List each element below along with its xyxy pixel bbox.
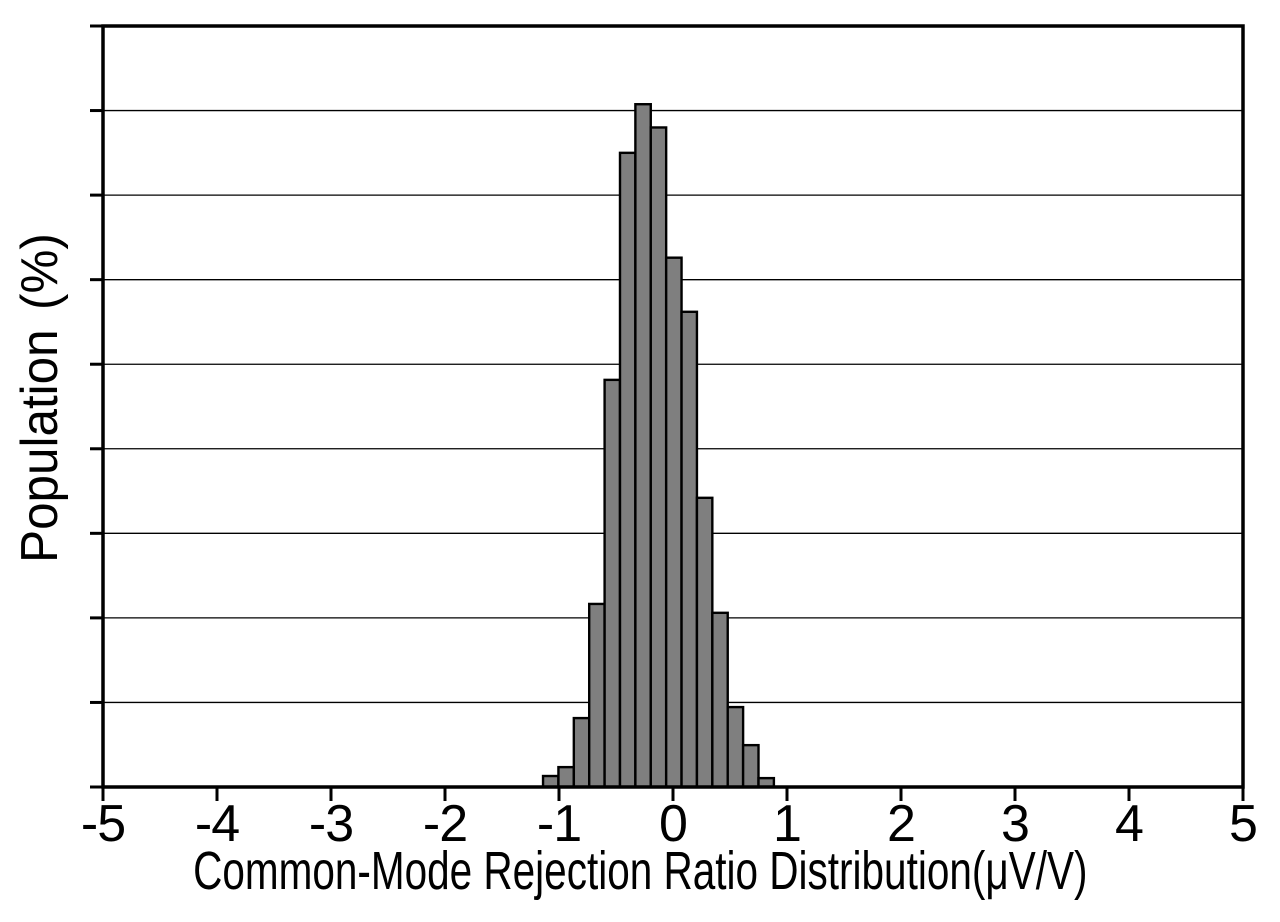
histogram-bar <box>711 611 729 789</box>
histogram-bar <box>634 103 652 789</box>
histogram-bar <box>572 716 591 789</box>
histogram-bar <box>680 310 699 789</box>
histogram-bar <box>603 378 622 789</box>
histogram-bar <box>588 602 606 789</box>
x-tick-label: -1 <box>536 795 582 853</box>
x-tick-label: -3 <box>308 795 354 853</box>
x-tick-label: 5 <box>1229 795 1258 853</box>
y-axis-ticks <box>90 24 103 789</box>
y-axis-title: Population (%) <box>11 233 69 563</box>
x-tick-label: -5 <box>80 795 126 853</box>
x-axis-title: Common-Mode Rejection Ratio Distribution… <box>0 841 1280 901</box>
histogram-bar <box>618 151 637 789</box>
x-axis-ticks <box>101 787 1245 801</box>
x-tick-label: 2 <box>887 795 916 853</box>
histogram-bar <box>695 496 714 789</box>
histogram-bars <box>541 103 776 789</box>
histogram-bar <box>726 705 745 789</box>
x-tick-label: -4 <box>194 795 240 853</box>
x-tick-label: 1 <box>773 795 802 853</box>
x-tick-label: -2 <box>422 795 468 853</box>
histogram-bar <box>664 256 683 789</box>
x-tick-label: 3 <box>1001 795 1030 853</box>
histogram-bar <box>741 743 760 789</box>
histogram-bar <box>557 765 576 789</box>
x-tick-label: 0 <box>659 795 688 853</box>
x-axis-title-text: Common-Mode Rejection Ratio Distribution… <box>192 841 1088 901</box>
x-tick-label: 4 <box>1115 795 1144 853</box>
histogram-bar <box>649 126 668 789</box>
